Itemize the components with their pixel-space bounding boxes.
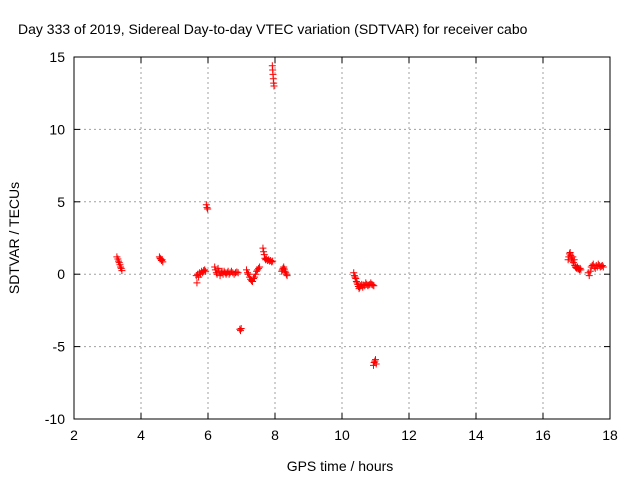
x-tick-label: 18 xyxy=(602,427,618,443)
y-tick-label: -5 xyxy=(53,339,66,355)
data-point xyxy=(586,267,594,275)
data-point xyxy=(351,273,359,281)
data-point xyxy=(211,263,219,271)
data-point xyxy=(234,269,242,277)
x-tick-label: 12 xyxy=(401,427,417,443)
data-point xyxy=(352,275,360,283)
tick-labels: 2 4 6 8 10 12 14 16 18 -10 -5 0 5 10 15 xyxy=(45,49,618,443)
data-point xyxy=(569,253,577,261)
data-point xyxy=(268,258,276,266)
data-point xyxy=(283,272,291,280)
data-point xyxy=(570,256,578,264)
data-point xyxy=(585,272,593,280)
x-tick-label: 8 xyxy=(271,427,279,443)
data-point xyxy=(193,279,201,287)
data-point xyxy=(118,267,126,275)
y-tick-label: 15 xyxy=(49,49,65,65)
data-point xyxy=(564,256,572,264)
y-tick-label: 0 xyxy=(57,266,65,282)
data-point xyxy=(282,269,290,277)
data-point xyxy=(236,325,244,333)
data-point xyxy=(251,273,259,281)
data-point xyxy=(270,82,278,90)
data-point xyxy=(115,257,123,265)
data-point xyxy=(259,244,267,252)
data-point xyxy=(159,258,167,266)
data-point xyxy=(598,262,606,270)
data-point xyxy=(201,266,209,274)
data-point xyxy=(249,277,257,285)
data-point xyxy=(252,270,260,278)
x-tick-label: 14 xyxy=(468,427,484,443)
data-point xyxy=(255,264,263,272)
data-point xyxy=(202,201,210,209)
x-tick-label: 10 xyxy=(334,427,350,443)
data-point xyxy=(371,357,379,365)
data-point xyxy=(260,248,268,256)
data-points xyxy=(113,62,607,369)
data-point xyxy=(243,266,251,274)
data-point xyxy=(372,360,380,368)
chart-title: Day 333 of 2019, Sidereal Day-to-day VTE… xyxy=(18,21,528,37)
data-point xyxy=(281,267,289,275)
data-point xyxy=(569,259,577,267)
data-point xyxy=(250,275,258,283)
data-point xyxy=(355,285,363,293)
data-point xyxy=(350,272,358,280)
data-point xyxy=(214,264,222,272)
y-tick-label: 10 xyxy=(49,121,65,137)
data-point xyxy=(157,256,165,264)
data-point xyxy=(269,257,277,265)
data-point xyxy=(599,263,607,271)
data-point xyxy=(565,250,573,258)
data-point xyxy=(245,270,253,278)
y-tick-label: 5 xyxy=(57,194,65,210)
x-tick-label: 6 xyxy=(204,427,212,443)
data-point xyxy=(202,267,210,275)
data-point xyxy=(350,269,358,277)
y-tick-label: -10 xyxy=(45,411,65,427)
grid-lines xyxy=(74,57,610,419)
data-point xyxy=(216,272,224,280)
data-point xyxy=(244,269,252,277)
x-tick-label: 16 xyxy=(535,427,551,443)
data-point xyxy=(352,277,360,285)
y-axis-label: SDTVAR / TECUs xyxy=(6,182,22,294)
data-point xyxy=(203,204,211,212)
data-point xyxy=(237,325,245,332)
x-tick-label: 2 xyxy=(70,427,78,443)
data-point xyxy=(256,263,264,271)
data-point xyxy=(576,264,584,272)
data-point xyxy=(369,281,377,289)
data-point xyxy=(282,270,290,278)
data-point xyxy=(353,279,361,287)
data-point xyxy=(577,266,585,274)
data-point xyxy=(233,268,241,276)
data-point xyxy=(370,282,378,290)
data-point xyxy=(260,251,268,259)
data-point xyxy=(372,356,379,364)
x-axis-label: GPS time / hours xyxy=(287,458,394,474)
x-tick-label: 4 xyxy=(137,427,145,443)
plot-frame xyxy=(73,56,611,420)
data-point xyxy=(117,263,125,271)
data-point xyxy=(204,205,212,213)
data-point xyxy=(566,248,574,256)
